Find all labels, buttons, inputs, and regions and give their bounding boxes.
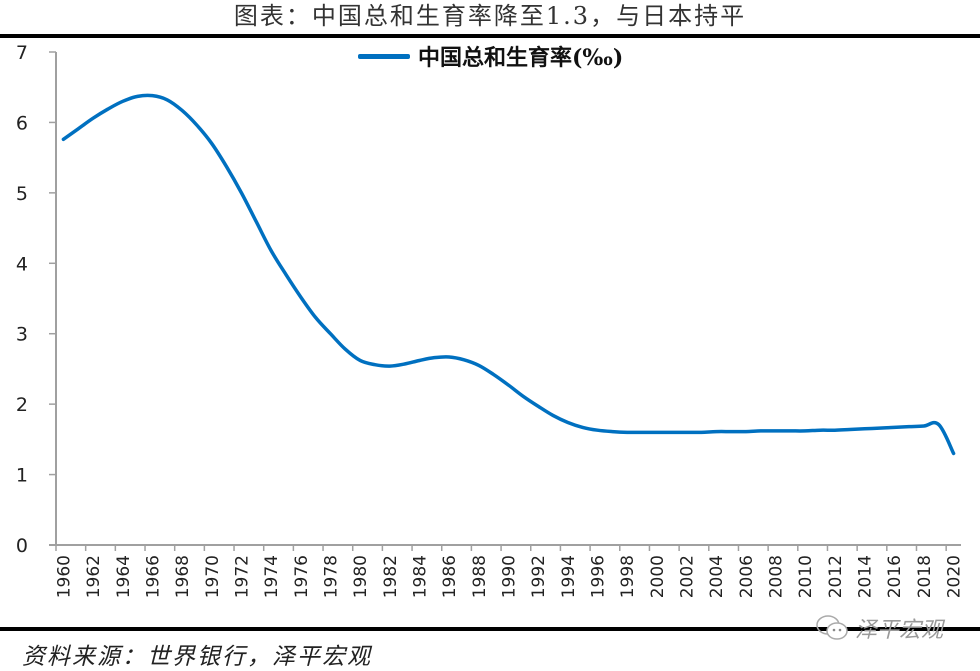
x-tick-label: 2016 bbox=[885, 555, 905, 598]
source-note: 资料来源：世界银行，泽平宏观 bbox=[22, 644, 372, 670]
x-tick-label: 2010 bbox=[796, 555, 816, 598]
wechat-icon bbox=[816, 615, 848, 640]
x-tick-label: 2000 bbox=[648, 555, 668, 598]
y-tick-label: 6 bbox=[16, 112, 28, 134]
y-tick-label: 5 bbox=[16, 183, 28, 205]
x-tick-label: 1980 bbox=[351, 555, 371, 598]
footer-divider bbox=[0, 627, 980, 631]
x-tick-label: 1996 bbox=[589, 555, 609, 598]
x-tick-label: 1982 bbox=[381, 555, 401, 598]
chart-title: 图表：中国总和生育率降至1.3，与日本持平 bbox=[233, 2, 747, 30]
fertility-rate-line bbox=[61, 93, 956, 456]
x-tick-label: 1998 bbox=[618, 555, 638, 598]
y-tick-label: 4 bbox=[16, 253, 28, 275]
x-tick-label: 1986 bbox=[440, 555, 460, 598]
y-tick-label: 2 bbox=[16, 394, 28, 416]
y-axis: 0 1 2 3 4 5 6 7 bbox=[16, 42, 57, 557]
y-tick-label: 7 bbox=[16, 42, 28, 64]
x-tick-label: 1964 bbox=[114, 555, 134, 598]
x-tick-label: 1992 bbox=[529, 555, 549, 598]
x-tick-label: 1970 bbox=[203, 555, 223, 598]
x-tick-label: 1968 bbox=[173, 555, 193, 598]
x-tick-label: 2018 bbox=[915, 555, 935, 598]
legend: 中国总和生育率(‰) bbox=[358, 40, 623, 72]
x-tick-label: 1978 bbox=[321, 555, 341, 598]
x-axis: 1960 1962 1964 1966 1968 1970 1972 1974 1976 1978… bbox=[49, 544, 965, 598]
y-tick-label: 0 bbox=[16, 535, 28, 557]
y-tick-label: 1 bbox=[16, 465, 28, 487]
legend-label: 中国总和生育率(‰) bbox=[418, 45, 624, 71]
x-tick-label: 2012 bbox=[826, 555, 846, 598]
x-tick-label: 1990 bbox=[500, 555, 520, 598]
x-tick-label: 1988 bbox=[470, 555, 490, 598]
watermark: 泽平宏观 bbox=[815, 612, 943, 644]
title-divider bbox=[0, 34, 980, 38]
x-tick-label: 1960 bbox=[54, 555, 74, 598]
x-tick-label: 2002 bbox=[678, 555, 698, 598]
x-tick-label: 1966 bbox=[143, 555, 163, 598]
x-tick-label: 1962 bbox=[84, 555, 104, 598]
x-tick-label: 1994 bbox=[559, 555, 579, 598]
x-tick-label: 1972 bbox=[232, 555, 252, 598]
x-tick-label: 1974 bbox=[262, 555, 282, 598]
legend-line-swatch bbox=[358, 53, 410, 59]
x-tick-label: 1984 bbox=[410, 555, 430, 598]
x-tick-label: 2014 bbox=[856, 555, 876, 598]
watermark-text: 泽平宏观 bbox=[855, 618, 944, 643]
y-tick-label: 3 bbox=[16, 324, 28, 346]
x-tick-label: 2008 bbox=[767, 555, 787, 598]
line-chart: 0 1 2 3 4 5 6 7 1960 1962 1964 1966 1968 1970 1972 197… bbox=[16, 42, 965, 598]
x-tick-label: 2006 bbox=[737, 555, 757, 598]
x-tick-label: 1976 bbox=[292, 555, 312, 598]
x-tick-label: 2004 bbox=[707, 555, 727, 598]
x-tick-label: 2020 bbox=[945, 555, 965, 598]
